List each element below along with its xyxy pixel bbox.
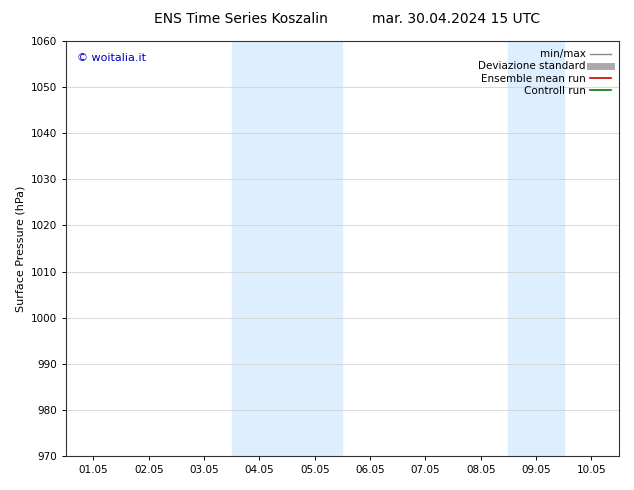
Bar: [287, 41, 342, 456]
Bar: [508, 41, 564, 456]
Bar: [232, 41, 287, 456]
Text: mar. 30.04.2024 15 UTC: mar. 30.04.2024 15 UTC: [372, 12, 541, 26]
Y-axis label: Surface Pressure (hPa): Surface Pressure (hPa): [15, 185, 25, 312]
Text: © woitalia.it: © woitalia.it: [77, 53, 146, 64]
Legend: min/max, Deviazione standard, Ensemble mean run, Controll run: min/max, Deviazione standard, Ensemble m…: [475, 46, 614, 99]
Text: ENS Time Series Koszalin: ENS Time Series Koszalin: [154, 12, 328, 26]
